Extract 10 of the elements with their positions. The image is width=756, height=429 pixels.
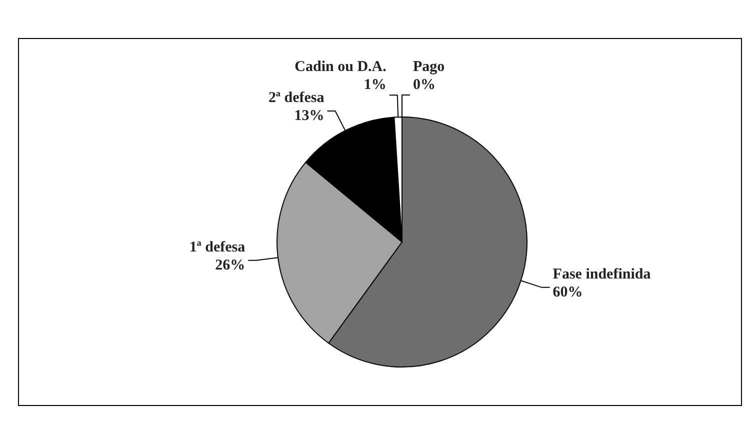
slice-label: 2ª defesa [268,90,325,106]
slice-label: Cadin ou D.A. [294,59,387,76]
data-label: 26% [215,257,246,274]
slice-label: Fase indefinida [552,266,652,282]
slice-label: 1ª defesa [189,239,246,256]
data-label: 13% [294,108,324,124]
category-label: Pago [413,59,445,75]
data-label: 1% [364,77,386,94]
text: 0% [413,77,436,93]
data-label: 60% [552,284,583,300]
